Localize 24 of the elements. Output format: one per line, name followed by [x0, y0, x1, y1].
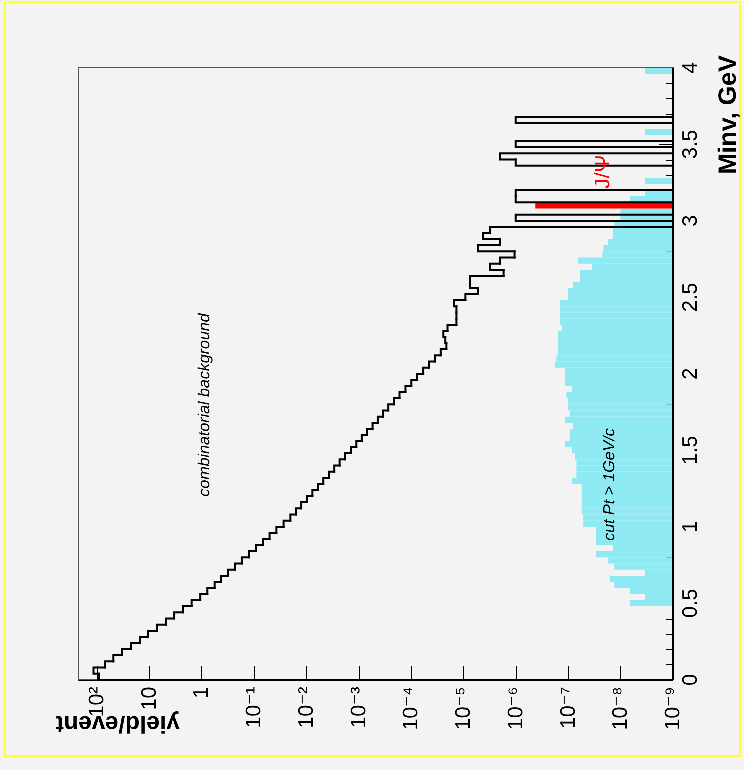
y-tick-label: 2: [679, 368, 702, 380]
x-tick-label: 10⁻⁴: [400, 687, 423, 730]
x-tick-label: 10⁻¹: [242, 686, 266, 728]
x-tick-label: 10⁻³: [347, 686, 370, 728]
x-tick-label: 10⁻²: [294, 686, 318, 728]
y-tick-label: 3: [679, 215, 702, 227]
x-tick-label: 10⁻⁶: [504, 687, 528, 730]
x-tick-label: 10: [138, 687, 161, 710]
text: J/Ψ: [591, 155, 614, 189]
y-tick-label: 4: [679, 62, 702, 74]
x-tick-label: 10⁻⁸: [609, 687, 632, 730]
x-tick-label: 1: [190, 687, 214, 699]
y-tick-label: 0: [679, 674, 702, 686]
x-tick-label: 10⁻⁵: [452, 687, 476, 730]
y-tick-label: 1.5: [679, 436, 702, 466]
y-axis-title: Minv, GeV: [714, 55, 742, 175]
y-tick-label: 2.5: [679, 282, 702, 312]
text: combinatorial background: [196, 312, 214, 497]
x-tick-label: 10⁻⁷: [556, 687, 580, 730]
y-tick-label: 3.5: [679, 130, 702, 160]
y-tick-label: 0.5: [679, 588, 702, 618]
y-tick-label: 1: [679, 521, 702, 533]
x-tick-label: 10⁻⁹: [662, 687, 684, 730]
series-label: cut Pt > 1GeV/c: [602, 428, 619, 542]
